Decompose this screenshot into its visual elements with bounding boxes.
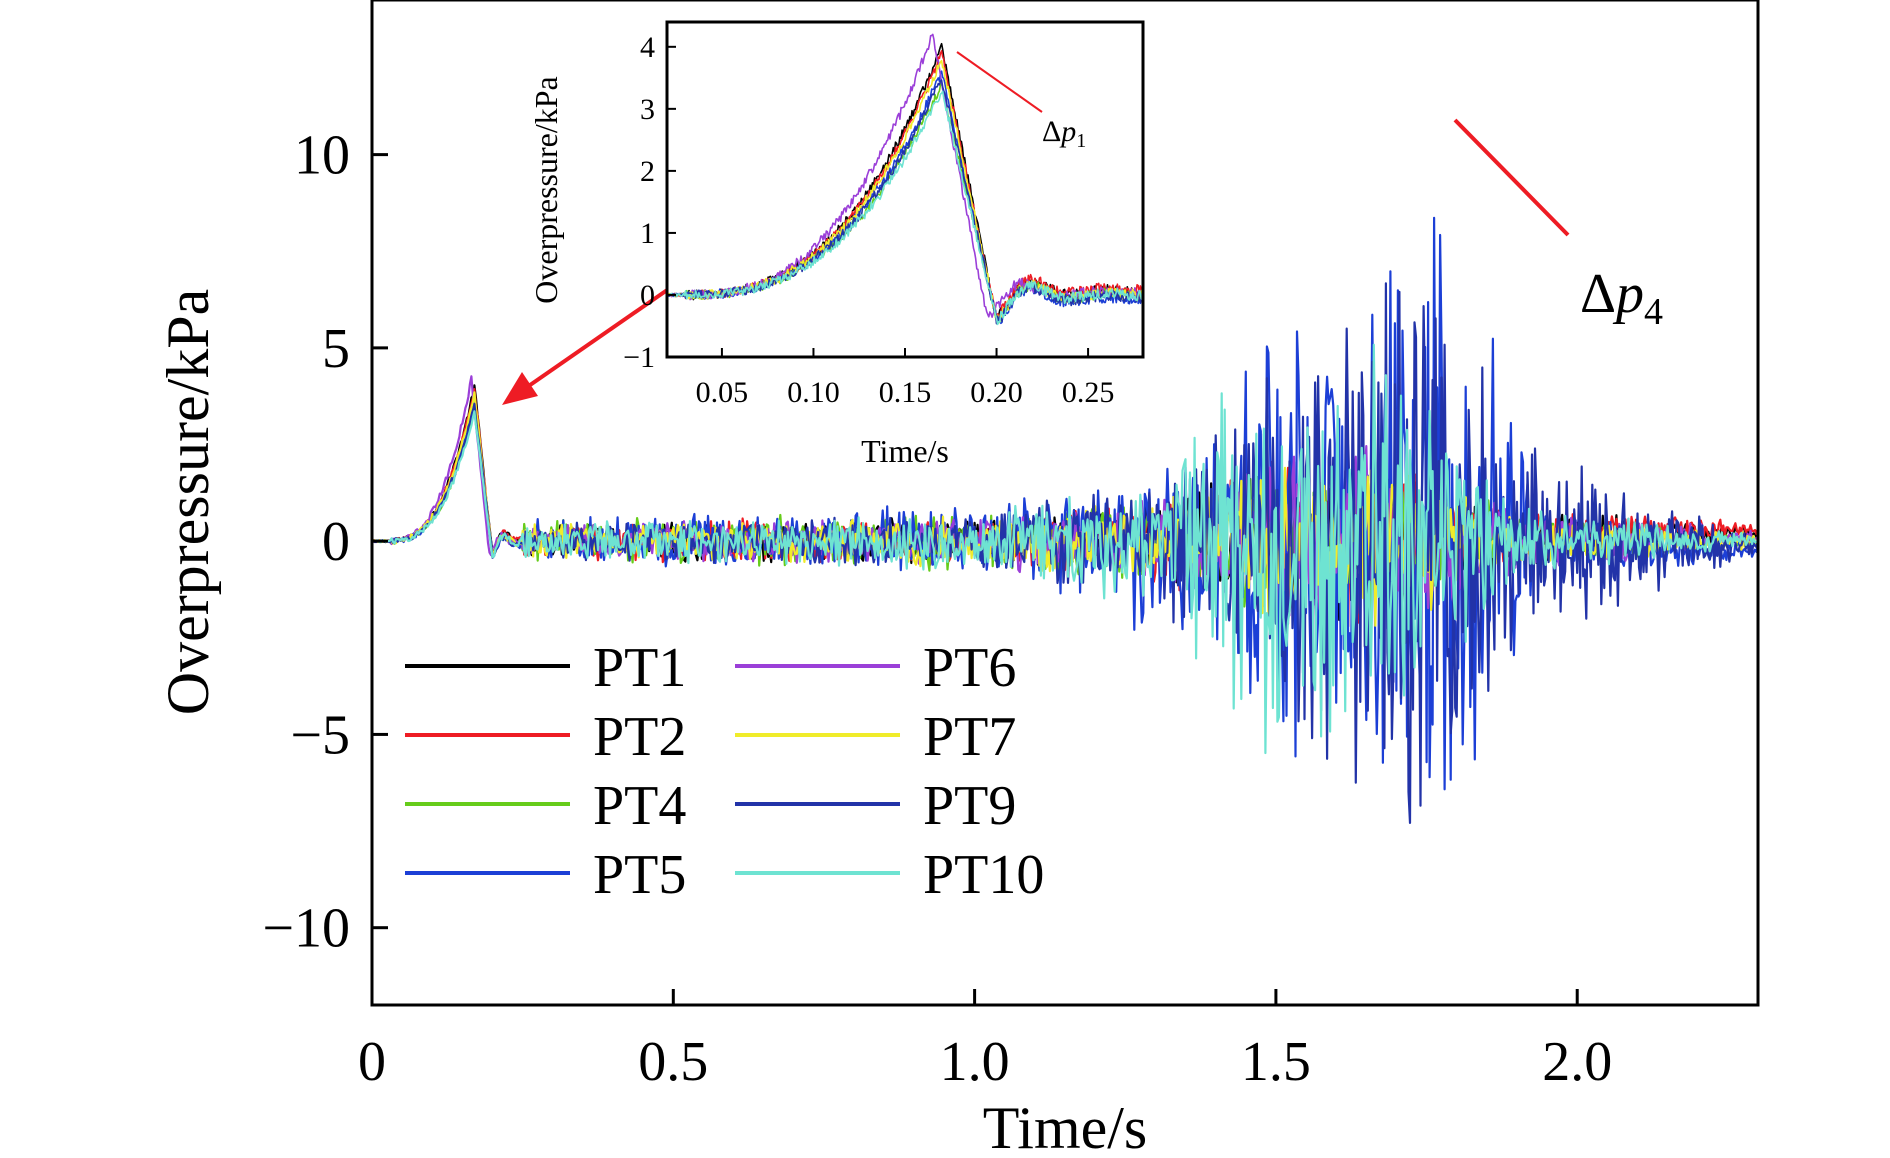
x-tick-label: 1.0 (940, 1031, 1010, 1093)
inset-series-line-pt9 (666, 79, 1144, 325)
legend-label-pt7: PT7 (923, 706, 1016, 768)
dp1-annotation: Δp1 (1042, 115, 1086, 152)
inset-x-ticks: 0.05 0.10 0.15 0.20 0.25 (696, 348, 1115, 409)
main-series-group (371, 216, 1760, 825)
inset-y-ticks: −1 0 1 2 3 4 (623, 31, 676, 374)
y-tick-label: 5 (322, 318, 350, 380)
inset-background (667, 22, 1143, 357)
inset-x-axis-title: Time/s (861, 433, 949, 469)
inset-y-tick-label: −1 (623, 341, 655, 374)
dp1-sub: 1 (1076, 130, 1086, 152)
main-y-ticks: −10 −5 0 5 10 (262, 125, 388, 960)
dp4-pointer-line (1453, 118, 1570, 237)
y-tick-label: 0 (322, 511, 350, 573)
inset-plot-area: 0.05 0.10 0.15 0.20 0.25 −1 0 1 2 3 4 Time/s Over… (528, 20, 1145, 469)
legend-label-pt1: PT1 (593, 637, 686, 699)
legend-label-pt10: PT10 (923, 844, 1044, 906)
inset-x-tick-label: 0.10 (787, 376, 840, 409)
x-tick-label: 2.0 (1542, 1031, 1612, 1093)
dp4-sub: 4 (1644, 291, 1663, 333)
main-y-axis-title: Overpressure/kPa (155, 289, 221, 716)
series-line-pt6 (371, 375, 1759, 628)
y-tick-label: 10 (294, 125, 350, 187)
dp4-delta: Δ (1580, 263, 1616, 325)
legend: PT1 PT2 PT4 PT5 PT6 PT7 PT9 PT10 (405, 637, 1044, 906)
legend-label-pt2: PT2 (593, 706, 686, 768)
y-tick-label: −5 (290, 704, 350, 766)
main-x-ticks: 0 0.5 1.0 1.5 2.0 (358, 989, 1612, 1093)
legend-label-pt6: PT6 (923, 637, 1016, 699)
inset-y-axis-title: Overpressure/kPa (528, 76, 564, 303)
legend-label-pt9: PT9 (923, 775, 1016, 837)
inset-y-tick-label: 4 (640, 31, 655, 64)
inset-arrow-head (502, 372, 538, 405)
main-plot-frame (370, 0, 1760, 1007)
inset-y-tick-label: 0 (640, 279, 655, 312)
dp4-var: p (1612, 263, 1644, 325)
inset-x-tick-label: 0.20 (970, 376, 1023, 409)
inset-y-tick-label: 2 (640, 155, 655, 188)
inset-x-tick-label: 0.05 (696, 376, 749, 409)
inset-series-line-pt10 (666, 90, 1144, 326)
inset-y-tick-label: 3 (640, 93, 655, 126)
legend-label-pt4: PT4 (593, 775, 686, 837)
x-tick-label: 0 (358, 1031, 386, 1093)
dp1-var: p (1059, 115, 1076, 148)
series-line-pt10 (371, 343, 1759, 755)
inset-y-tick-label: 1 (640, 217, 655, 250)
x-tick-label: 0.5 (638, 1031, 708, 1093)
legend-label-pt5: PT5 (593, 844, 686, 906)
inset-series-group (666, 33, 1144, 326)
inset-x-tick-label: 0.25 (1062, 376, 1115, 409)
y-tick-label: −10 (262, 898, 350, 960)
dp1-delta: Δ (1042, 115, 1061, 148)
main-x-axis-title: Time/s (983, 1095, 1148, 1158)
dp4-annotation: Δp4 (1580, 263, 1663, 333)
dp1-pointer-line (956, 51, 1043, 113)
x-tick-label: 1.5 (1241, 1031, 1311, 1093)
inset-x-tick-label: 0.15 (879, 376, 932, 409)
